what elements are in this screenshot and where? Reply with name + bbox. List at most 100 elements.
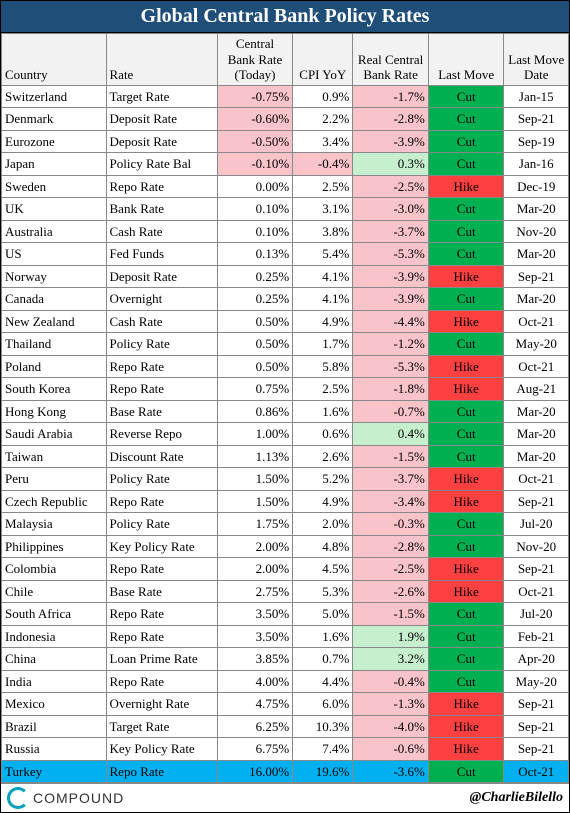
table-row: USFed Funds0.13%5.4%-5.3%CutMar-20 bbox=[2, 243, 569, 266]
cell-cbr: 3.50% bbox=[217, 625, 293, 648]
cell-real: -1.3% bbox=[353, 693, 429, 716]
cell-cbr: 2.75% bbox=[217, 580, 293, 603]
cell-cpi: 5.3% bbox=[293, 580, 353, 603]
cell-cbr: 1.00% bbox=[217, 423, 293, 446]
cell-move: Cut bbox=[428, 400, 504, 423]
cell-real: -1.2% bbox=[353, 333, 429, 356]
cell-country: New Zealand bbox=[2, 310, 107, 333]
table-row: PeruPolicy Rate1.50%5.2%-3.7%HikeOct-21 bbox=[2, 468, 569, 491]
table-row: New ZealandCash Rate0.50%4.9%-4.4%HikeOc… bbox=[2, 310, 569, 333]
cell-real: -3.9% bbox=[353, 130, 429, 153]
cell-cpi: 0.6% bbox=[293, 423, 353, 446]
cell-real: -1.5% bbox=[353, 445, 429, 468]
cell-cpi: 19.6% bbox=[293, 760, 353, 783]
cell-rate: Repo Rate bbox=[106, 490, 217, 513]
cell-real: -1.7% bbox=[353, 85, 429, 108]
cell-rate: Overnight Rate bbox=[106, 693, 217, 716]
cell-cbr: 4.75% bbox=[217, 693, 293, 716]
cell-cpi: 5.0% bbox=[293, 603, 353, 626]
table-row: South AfricaRepo Rate3.50%5.0%-1.5%CutJu… bbox=[2, 603, 569, 626]
cell-rate: Reverse Repo bbox=[106, 423, 217, 446]
cell-move: Cut bbox=[428, 108, 504, 131]
table-row: IndiaRepo Rate4.00%4.4%-0.4%CutMay-20 bbox=[2, 670, 569, 693]
cell-date: Nov-20 bbox=[504, 535, 569, 558]
cell-country: Thailand bbox=[2, 333, 107, 356]
table-row: PolandRepo Rate0.50%5.8%-5.3%HikeOct-21 bbox=[2, 355, 569, 378]
rates-table: Country Rate Central Bank Rate (Today) C… bbox=[1, 33, 569, 783]
table-row: ThailandPolicy Rate0.50%1.7%-1.2%CutMay-… bbox=[2, 333, 569, 356]
cell-move: Cut bbox=[428, 85, 504, 108]
cell-cbr: 1.50% bbox=[217, 468, 293, 491]
cell-rate: Key Policy Rate bbox=[106, 535, 217, 558]
cell-cpi: 5.4% bbox=[293, 243, 353, 266]
cell-move: Hike bbox=[428, 715, 504, 738]
cell-cpi: 3.8% bbox=[293, 220, 353, 243]
cell-date: Mar-20 bbox=[504, 243, 569, 266]
cell-country: Russia bbox=[2, 738, 107, 761]
cell-cpi: 4.8% bbox=[293, 535, 353, 558]
cell-move: Hike bbox=[428, 378, 504, 401]
cell-country: Saudi Arabia bbox=[2, 423, 107, 446]
cell-rate: Policy Rate Bal bbox=[106, 153, 217, 176]
cell-move: Cut bbox=[428, 760, 504, 783]
cell-move: Cut bbox=[428, 625, 504, 648]
cell-date: Jan-15 bbox=[504, 85, 569, 108]
cell-cbr: 0.25% bbox=[217, 265, 293, 288]
col-date: Last Move Date bbox=[504, 34, 569, 86]
cell-real: -2.5% bbox=[353, 175, 429, 198]
cell-date: Sep-21 bbox=[504, 265, 569, 288]
cell-date: Mar-20 bbox=[504, 400, 569, 423]
cell-date: Mar-20 bbox=[504, 445, 569, 468]
cell-cbr: 4.00% bbox=[217, 670, 293, 693]
col-rate: Rate bbox=[106, 34, 217, 86]
cell-move: Hike bbox=[428, 693, 504, 716]
col-real: Real Central Bank Rate bbox=[353, 34, 429, 86]
table-row: TaiwanDiscount Rate1.13%2.6%-1.5%CutMar-… bbox=[2, 445, 569, 468]
cell-cbr: -0.10% bbox=[217, 153, 293, 176]
cell-country: Malaysia bbox=[2, 513, 107, 536]
cell-real: -2.8% bbox=[353, 108, 429, 131]
cell-country: Indonesia bbox=[2, 625, 107, 648]
cell-country: China bbox=[2, 648, 107, 671]
cell-cbr: 0.75% bbox=[217, 378, 293, 401]
cell-move: Cut bbox=[428, 198, 504, 221]
cell-real: -3.4% bbox=[353, 490, 429, 513]
cell-rate: Target Rate bbox=[106, 715, 217, 738]
cell-date: Sep-21 bbox=[504, 738, 569, 761]
cell-date: Oct-21 bbox=[504, 310, 569, 333]
cell-cpi: 2.0% bbox=[293, 513, 353, 536]
cell-country: Japan bbox=[2, 153, 107, 176]
cell-country: Eurozone bbox=[2, 130, 107, 153]
cell-real: -3.0% bbox=[353, 198, 429, 221]
cell-real: 1.9% bbox=[353, 625, 429, 648]
cell-rate: Cash Rate bbox=[106, 220, 217, 243]
table-row: Hong KongBase Rate0.86%1.6%-0.7%CutMar-2… bbox=[2, 400, 569, 423]
cell-rate: Bank Rate bbox=[106, 198, 217, 221]
compound-icon bbox=[7, 787, 29, 809]
cell-cpi: 1.6% bbox=[293, 625, 353, 648]
cell-country: Taiwan bbox=[2, 445, 107, 468]
cell-cbr: -0.60% bbox=[217, 108, 293, 131]
cell-cbr: 6.25% bbox=[217, 715, 293, 738]
cell-cbr: 3.50% bbox=[217, 603, 293, 626]
brand-logo: COMPOUND bbox=[7, 787, 124, 809]
cell-country: UK bbox=[2, 198, 107, 221]
cell-rate: Cash Rate bbox=[106, 310, 217, 333]
cell-move: Cut bbox=[428, 670, 504, 693]
cell-cbr: 2.00% bbox=[217, 558, 293, 581]
cell-real: -5.3% bbox=[353, 243, 429, 266]
cell-rate: Discount Rate bbox=[106, 445, 217, 468]
cell-real: -2.8% bbox=[353, 535, 429, 558]
cell-rate: Base Rate bbox=[106, 580, 217, 603]
cell-cpi: 3.1% bbox=[293, 198, 353, 221]
cell-move: Cut bbox=[428, 445, 504, 468]
cell-date: May-20 bbox=[504, 670, 569, 693]
cell-move: Hike bbox=[428, 490, 504, 513]
table-row: Czech RepublicRepo Rate1.50%4.9%-3.4%Hik… bbox=[2, 490, 569, 513]
cell-real: -2.5% bbox=[353, 558, 429, 581]
cell-cbr: 6.75% bbox=[217, 738, 293, 761]
cell-date: Oct-21 bbox=[504, 760, 569, 783]
table-row: SwedenRepo Rate0.00%2.5%-2.5%HikeDec-19 bbox=[2, 175, 569, 198]
cell-real: -0.7% bbox=[353, 400, 429, 423]
cell-date: Aug-21 bbox=[504, 378, 569, 401]
